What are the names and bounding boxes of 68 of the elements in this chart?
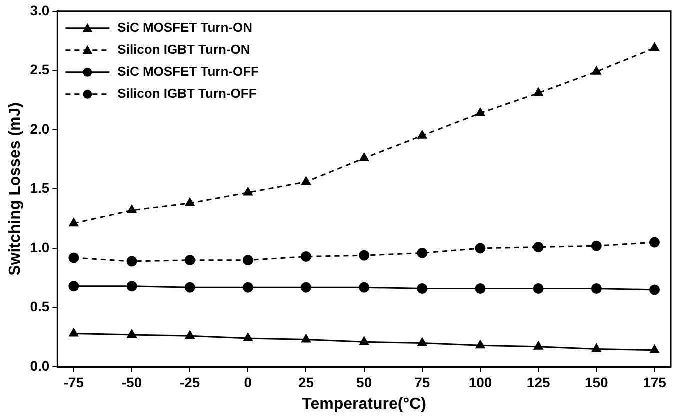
point xyxy=(242,282,254,293)
x-tick-label: 25 xyxy=(298,374,314,390)
legend-label: Silicon IGBT Turn-ON xyxy=(118,42,250,57)
x-axis-title: Temperature(°C) xyxy=(302,396,427,413)
point xyxy=(302,176,311,186)
point xyxy=(127,205,137,214)
point xyxy=(185,198,195,206)
y-tick-label: 3.0 xyxy=(30,2,50,18)
x-tick-label: 0 xyxy=(244,374,252,390)
point xyxy=(533,242,544,253)
point xyxy=(418,338,428,346)
y-tick-label: 0.5 xyxy=(30,298,50,315)
point xyxy=(68,252,80,264)
point xyxy=(69,328,79,337)
x-tick-label: 50 xyxy=(356,374,372,390)
point xyxy=(533,284,544,294)
y-tick-label: 1.5 xyxy=(30,180,50,196)
point xyxy=(418,130,428,139)
point xyxy=(244,188,253,196)
point xyxy=(592,66,602,75)
point xyxy=(650,42,660,52)
x-tick-label: 150 xyxy=(584,374,609,390)
point xyxy=(126,256,138,267)
point xyxy=(649,237,660,248)
point xyxy=(301,252,312,262)
point xyxy=(69,218,79,227)
point xyxy=(591,284,602,294)
y-tick-label: 1.0 xyxy=(30,239,50,256)
point xyxy=(127,330,137,338)
point xyxy=(592,344,602,352)
point xyxy=(650,345,660,354)
point xyxy=(185,330,195,340)
legend-label: Silicon IGBT Turn-OFF xyxy=(118,86,257,101)
point xyxy=(360,336,369,346)
legend-label: SiC MOSFET Turn-ON xyxy=(118,20,252,35)
point xyxy=(302,334,311,343)
point xyxy=(301,282,312,293)
point xyxy=(475,284,486,294)
x-tick-label: -75 xyxy=(64,374,84,390)
y-tick-label: 2.0 xyxy=(30,120,50,137)
point xyxy=(417,284,428,294)
point xyxy=(242,255,254,266)
x-tick-label: 125 xyxy=(526,374,550,390)
point xyxy=(475,243,486,254)
point xyxy=(184,282,196,293)
point xyxy=(534,342,544,350)
x-tick-label: 175 xyxy=(643,374,667,390)
point xyxy=(417,248,428,258)
point xyxy=(359,282,370,293)
point xyxy=(360,153,369,162)
point xyxy=(591,240,602,252)
y-tick-label: 0.0 xyxy=(30,358,50,374)
point xyxy=(68,281,80,292)
y-tick-label: 2.5 xyxy=(30,62,50,78)
y-axis-title: Switching Losses (mJ) xyxy=(7,102,24,276)
legend-label: SiC MOSFET Turn-OFF xyxy=(118,64,260,79)
point xyxy=(359,250,370,261)
point xyxy=(184,255,196,266)
point xyxy=(476,108,486,116)
x-tick-label: 100 xyxy=(468,374,492,390)
point xyxy=(534,88,544,96)
point xyxy=(126,281,138,292)
point xyxy=(244,333,253,342)
point xyxy=(476,340,486,349)
x-tick-label: -50 xyxy=(122,374,142,390)
x-tick-label: 75 xyxy=(414,374,430,390)
x-tick-label: -25 xyxy=(180,374,200,390)
point xyxy=(649,284,660,296)
